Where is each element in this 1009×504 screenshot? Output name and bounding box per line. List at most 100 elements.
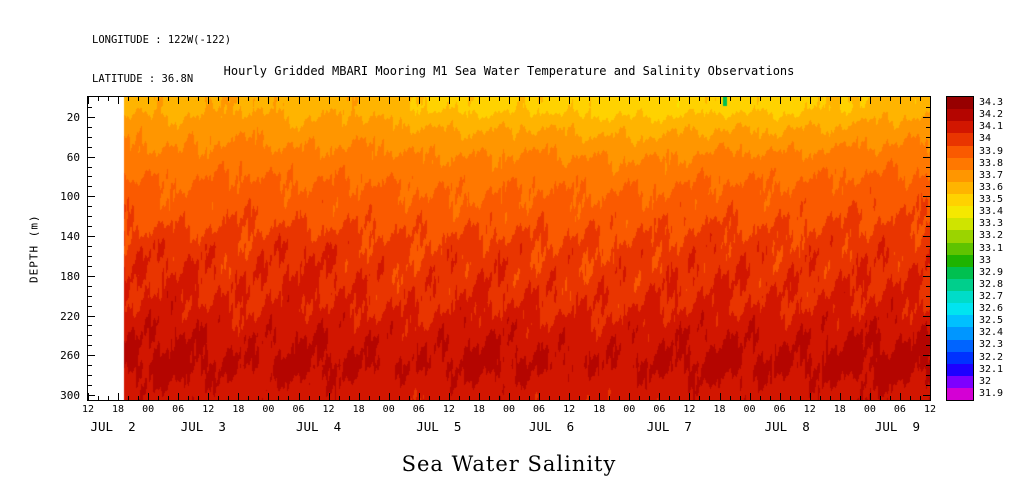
x-tick-label: 12	[923, 404, 937, 415]
colorbar-block	[947, 278, 973, 291]
x-tick-mark	[479, 97, 480, 104]
x-tick-mark	[740, 97, 741, 101]
x-tick-mark	[699, 97, 700, 101]
y-tick-mark	[88, 335, 92, 336]
x-tick-mark	[258, 97, 259, 101]
colorbar-block	[947, 97, 973, 110]
x-tick-mark	[730, 97, 731, 101]
x-tick-mark	[890, 97, 891, 101]
y-tick-mark	[88, 147, 92, 148]
x-tick-label: 18	[713, 404, 726, 415]
x-day-label: JUL 8	[764, 419, 810, 434]
colorbar-block	[947, 109, 973, 122]
y-tick-mark	[926, 176, 930, 177]
y-tick-mark	[926, 226, 930, 227]
x-tick-mark	[409, 396, 410, 400]
x-tick-mark	[800, 396, 801, 400]
colorbar-tick-label: 33.9	[979, 145, 1004, 157]
x-tick-mark	[128, 396, 129, 400]
colorbar-block	[947, 218, 973, 231]
x-tick-mark	[679, 396, 680, 400]
x-tick-mark	[228, 396, 229, 400]
x-tick-mark	[659, 393, 660, 400]
x-tick-mark	[168, 97, 169, 101]
x-tick-mark	[770, 97, 771, 101]
x-tick-mark	[870, 393, 871, 400]
colorbar-block	[947, 145, 973, 158]
colorbar-block	[947, 363, 973, 376]
y-tick-mark	[88, 385, 92, 386]
y-tick-mark	[88, 276, 95, 277]
y-tick-mark	[926, 375, 930, 376]
x-tick-mark	[730, 396, 731, 400]
colorbar-tick-label: 34.3	[979, 97, 1004, 109]
x-day-label: JUL 5	[416, 419, 462, 434]
colorbar-tick-label: 32.1	[979, 363, 1004, 375]
colorbar-block	[947, 157, 973, 170]
x-tick-mark	[880, 97, 881, 101]
y-tick-label: 100	[60, 190, 80, 204]
y-tick-mark	[923, 395, 930, 396]
x-tick-label: 00	[743, 404, 756, 415]
x-tick-mark	[499, 97, 500, 101]
y-tick-mark	[926, 286, 930, 287]
colorbar-block	[947, 181, 973, 194]
x-tick-mark	[208, 97, 209, 104]
x-tick-mark	[198, 97, 199, 101]
colorbar-block	[947, 121, 973, 134]
x-tick-mark	[860, 396, 861, 400]
y-tick-mark	[88, 157, 95, 158]
x-tick-mark	[820, 97, 821, 101]
x-tick-mark	[740, 396, 741, 400]
y-tick-mark	[926, 325, 930, 326]
x-tick-mark	[629, 97, 630, 104]
x-tick-mark	[489, 97, 490, 101]
x-tick-mark	[509, 393, 510, 400]
x-tick-mark	[679, 97, 680, 101]
x-tick-mark	[88, 97, 89, 104]
y-tick-mark	[926, 186, 930, 187]
x-tick-mark	[890, 396, 891, 400]
colorbar-block	[947, 194, 973, 207]
x-tick-mark	[920, 396, 921, 400]
colorbar-tick-label: 31.9	[979, 387, 1004, 399]
x-tick-mark	[689, 393, 690, 400]
y-tick-mark	[926, 137, 930, 138]
y-tick-mark	[923, 355, 930, 356]
x-tick-mark	[359, 393, 360, 400]
x-tick-label: 06	[292, 404, 305, 415]
y-tick-mark	[926, 266, 930, 267]
x-tick-mark	[830, 97, 831, 101]
colorbar-tick-label: 34	[979, 133, 992, 145]
y-tick-mark	[923, 316, 930, 317]
x-tick-mark	[379, 396, 380, 400]
colorbar-tick-label: 32.7	[979, 290, 1004, 302]
x-tick-mark	[479, 393, 480, 400]
x-tick-mark	[118, 393, 119, 400]
x-tick-mark	[188, 396, 189, 400]
x-tick-label: 12	[683, 404, 696, 415]
y-tick-mark	[923, 157, 930, 158]
x-tick-mark	[910, 396, 911, 400]
x-tick-mark	[639, 97, 640, 101]
y-tick-mark	[88, 216, 92, 217]
colorbar-tick-label: 32.2	[979, 351, 1004, 363]
colorbar-tick-label: 33.5	[979, 194, 1004, 206]
x-tick-label: 06	[172, 404, 185, 415]
x-tick-mark	[529, 396, 530, 400]
x-tick-mark	[780, 393, 781, 400]
x-tick-mark	[108, 396, 109, 400]
latitude-text: LATITUDE : 36.8N	[92, 73, 194, 85]
x-tick-mark	[579, 97, 580, 101]
y-tick-mark	[926, 167, 930, 168]
x-tick-mark	[369, 396, 370, 400]
y-tick-mark	[88, 355, 95, 356]
x-tick-mark	[810, 97, 811, 104]
x-tick-mark	[399, 396, 400, 400]
x-tick-mark	[579, 396, 580, 400]
x-tick-label: 06	[773, 404, 786, 415]
x-tick-mark	[900, 393, 901, 400]
x-tick-mark	[659, 97, 660, 104]
x-tick-mark	[569, 393, 570, 400]
